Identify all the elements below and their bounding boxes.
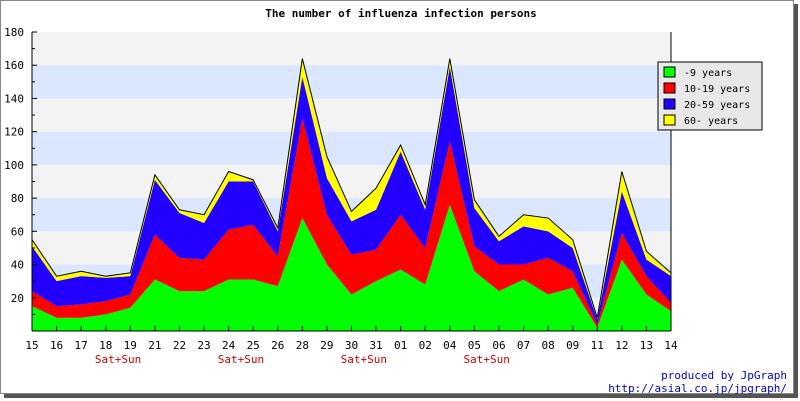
weekend-label: Sat+Sun [218, 353, 264, 366]
y-tick-label: 160 [4, 59, 24, 72]
y-tick-label: 20 [11, 292, 24, 305]
x-tick-label: 09 [566, 339, 579, 352]
x-tick-label: 15 [25, 339, 38, 352]
x-tick-label: 14 [664, 339, 678, 352]
x-tick-label: 17 [75, 339, 88, 352]
x-tick-label: 12 [615, 339, 628, 352]
grid-band [32, 65, 671, 99]
x-tick-label: 11 [591, 339, 604, 352]
x-tick-label: 02 [419, 339, 432, 352]
y-tick-labels: 20 40 60 80 100 120 140 160 180 [4, 26, 24, 305]
grid-band [32, 131, 671, 165]
y-tick-label: 100 [4, 159, 24, 172]
legend-swatch-2 [663, 98, 676, 110]
x-tick-label: 30 [345, 339, 358, 352]
x-tick-label: 23 [197, 339, 210, 352]
x-tick-label: 01 [394, 339, 407, 352]
y-tick-label: 80 [11, 192, 24, 205]
legend-swatch-1 [663, 82, 676, 94]
stack-outline [31, 58, 672, 318]
series-area-2 [32, 66, 671, 325]
weekend-label: Sat+Sun [95, 353, 141, 366]
legend-label-0: -9 years [684, 68, 732, 79]
series-area-1 [32, 118, 671, 328]
x-tick-label: 31 [369, 339, 382, 352]
y-tick-label: 40 [11, 259, 24, 272]
x-tick-label: 22 [173, 339, 186, 352]
x-tick-label: 18 [99, 339, 112, 352]
axes [31, 31, 672, 332]
chart-frame: 20 40 60 80 100 120 140 160 180 15 16 17 18 19 21 22 23… [0, 0, 794, 395]
x-tick-label: 24 [222, 339, 236, 352]
y-tick-label: 120 [4, 126, 24, 139]
legend-swatch-0 [663, 66, 676, 78]
x-tick-label: 07 [517, 339, 530, 352]
credit-line-2[interactable]: http://asial.co.jp/jpgraph/ [608, 382, 787, 395]
grid-band [32, 32, 671, 66]
x-tick-label: 21 [148, 339, 161, 352]
x-tick-label: 26 [271, 339, 284, 352]
y-tick-label: 60 [11, 225, 24, 238]
x-tick-label: 13 [640, 339, 653, 352]
weekend-label: Sat+Sun [463, 353, 509, 366]
legend-label-2: 20-59 years [684, 100, 750, 111]
grid-band [32, 98, 671, 132]
weekend-labels: Sat+Sun Sat+Sun Sat+Sun Sat+Sun [95, 353, 510, 366]
legend-label-3: 60- years [684, 116, 738, 127]
y-tick-label: 140 [4, 92, 24, 105]
x-tick-label: 06 [492, 339, 505, 352]
x-tick-label: 28 [296, 339, 309, 352]
x-tick-label: 19 [124, 339, 137, 352]
legend: -9 years 10-19 years 20-59 years 60- yea… [657, 61, 763, 131]
x-tick-label: 04 [443, 339, 457, 352]
credit-line-1: produced by JpGraph [661, 369, 787, 382]
legend-swatch-3 [663, 114, 676, 126]
x-tick-label: 08 [541, 339, 554, 352]
x-tick-labels: 15 16 17 18 19 21 22 23 24 25 26 28 29 30 31 01 02 04 05 06… [25, 339, 678, 352]
y-tick-label: 180 [4, 26, 24, 39]
weekend-label: Sat+Sun [341, 353, 387, 366]
series-areas [31, 58, 672, 331]
x-tick-label: 05 [468, 339, 481, 352]
legend-label-1: 10-19 years [684, 84, 750, 95]
series-area-0 [32, 204, 671, 331]
chart-title: The number of influenza infection person… [265, 7, 537, 20]
x-tick-label: 29 [320, 339, 333, 352]
grid-band [32, 164, 671, 199]
x-tick-label: 25 [247, 339, 260, 352]
x-tick-label: 16 [50, 339, 63, 352]
